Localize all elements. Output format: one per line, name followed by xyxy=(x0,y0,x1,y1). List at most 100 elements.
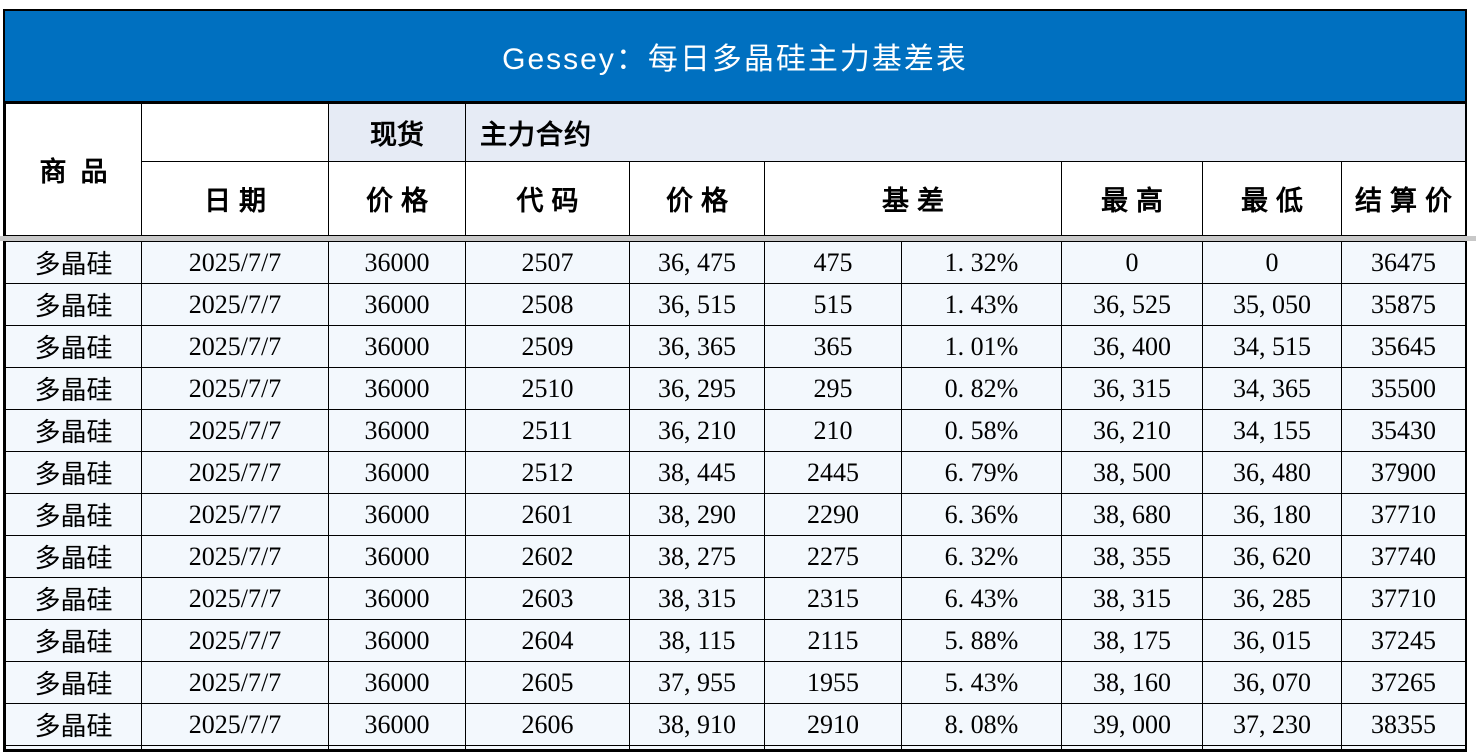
basis-value-cell[interactable]: 2445 xyxy=(764,451,902,494)
high-cell[interactable]: 38, 175 xyxy=(1061,619,1203,662)
low-cell[interactable]: 35, 050 xyxy=(1202,283,1342,326)
contract-code-cell[interactable]: 2606 xyxy=(465,703,630,746)
contract-code-cell[interactable]: 2511 xyxy=(465,409,630,452)
contract-price-cell[interactable]: 38, 315 xyxy=(629,577,765,620)
contract-code-cell[interactable]: 2603 xyxy=(465,577,630,620)
date-cell[interactable]: 2025/7/7 xyxy=(141,577,329,620)
basis-value-cell[interactable]: 2910 xyxy=(764,703,902,746)
high-cell[interactable]: 38, 315 xyxy=(1061,577,1203,620)
low-cell[interactable]: 36, 480 xyxy=(1202,451,1342,494)
date-cell[interactable]: 2025/7/7 xyxy=(141,283,329,326)
commodity-cell[interactable]: 多晶硅 xyxy=(5,241,142,284)
header-basis[interactable]: 基差 xyxy=(764,161,1062,236)
header-low[interactable]: 最低 xyxy=(1202,161,1342,236)
date-cell[interactable]: 2025/7/7 xyxy=(141,703,329,746)
commodity-cell[interactable]: 多晶硅 xyxy=(5,283,142,326)
commodity-cell[interactable]: 多晶硅 xyxy=(5,619,142,662)
spot-price-cell[interactable]: 36000 xyxy=(328,409,466,452)
low-cell[interactable]: 34, 365 xyxy=(1202,367,1342,410)
high-cell[interactable]: 38, 160 xyxy=(1061,661,1203,704)
commodity-cell[interactable]: 多晶硅 xyxy=(5,367,142,410)
contract-code-cell[interactable]: 2604 xyxy=(465,619,630,662)
spot-price-cell[interactable]: 36000 xyxy=(328,493,466,536)
spot-price-cell[interactable]: 36000 xyxy=(328,619,466,662)
contract-price-cell[interactable]: 38, 275 xyxy=(629,535,765,578)
basis-percent-cell[interactable]: 1. 43% xyxy=(901,283,1062,326)
header-commodity[interactable]: 商品 xyxy=(5,103,142,236)
basis-percent-cell[interactable]: 6. 32% xyxy=(901,535,1062,578)
spot-price-cell[interactable]: 36000 xyxy=(328,241,466,284)
low-cell[interactable]: 34, 155 xyxy=(1202,409,1342,452)
high-cell[interactable]: 38, 355 xyxy=(1061,535,1203,578)
spot-price-cell[interactable]: 36000 xyxy=(328,451,466,494)
basis-percent-cell[interactable]: 1. 01% xyxy=(901,325,1062,368)
contract-price-cell[interactable]: 36, 295 xyxy=(629,367,765,410)
basis-percent-cell[interactable]: 0. 82% xyxy=(901,367,1062,410)
commodity-cell[interactable]: 多晶硅 xyxy=(5,451,142,494)
date-cell[interactable]: 2025/7/7 xyxy=(141,409,329,452)
contract-price-cell[interactable]: 37, 955 xyxy=(629,661,765,704)
contract-price-cell[interactable]: 38, 290 xyxy=(629,493,765,536)
basis-percent-cell[interactable]: 0. 58% xyxy=(901,409,1062,452)
low-cell[interactable]: 34, 515 xyxy=(1202,325,1342,368)
basis-value-cell[interactable]: 2275 xyxy=(764,535,902,578)
high-cell[interactable]: 38, 680 xyxy=(1061,493,1203,536)
spot-price-cell[interactable]: 36000 xyxy=(328,283,466,326)
basis-value-cell[interactable]: 515 xyxy=(764,283,902,326)
contract-price-cell[interactable]: 38, 445 xyxy=(629,451,765,494)
low-cell[interactable]: 0 xyxy=(1202,241,1342,284)
basis-value-cell[interactable]: 2315 xyxy=(764,577,902,620)
basis-percent-cell[interactable]: 1. 32% xyxy=(901,241,1062,284)
date-cell[interactable]: 2025/7/7 xyxy=(141,241,329,284)
contract-price-cell[interactable]: 36, 210 xyxy=(629,409,765,452)
date-cell[interactable]: 2025/7/7 xyxy=(141,493,329,536)
header-main-contract-group[interactable]: 主力合约 xyxy=(464,103,1467,162)
commodity-cell[interactable]: 多晶硅 xyxy=(5,535,142,578)
commodity-cell[interactable]: 多晶硅 xyxy=(5,577,142,620)
basis-percent-cell[interactable]: 6. 79% xyxy=(901,451,1062,494)
basis-percent-cell[interactable]: 6. 36% xyxy=(901,493,1062,536)
low-cell[interactable]: 36, 015 xyxy=(1202,619,1342,662)
contract-code-cell[interactable]: 2508 xyxy=(465,283,630,326)
header-settlement[interactable]: 结算价 xyxy=(1340,161,1467,236)
high-cell[interactable]: 36, 400 xyxy=(1061,325,1203,368)
low-cell[interactable]: 37, 230 xyxy=(1202,703,1342,746)
contract-code-cell[interactable]: 2510 xyxy=(465,367,630,410)
basis-value-cell[interactable]: 475 xyxy=(764,241,902,284)
settlement-cell[interactable]: 35645 xyxy=(1341,325,1466,368)
settlement-cell[interactable]: 37245 xyxy=(1341,619,1466,662)
low-cell[interactable]: 36, 180 xyxy=(1202,493,1342,536)
spot-price-cell[interactable]: 36000 xyxy=(328,577,466,620)
commodity-cell[interactable]: 多晶硅 xyxy=(5,325,142,368)
basis-value-cell[interactable]: 210 xyxy=(764,409,902,452)
settlement-cell[interactable]: 35500 xyxy=(1341,367,1466,410)
contract-code-cell[interactable]: 2509 xyxy=(465,325,630,368)
contract-code-cell[interactable]: 2512 xyxy=(465,451,630,494)
settlement-cell[interactable]: 36475 xyxy=(1341,241,1466,284)
basis-percent-cell[interactable]: 8. 08% xyxy=(901,703,1062,746)
header-blank-cell[interactable] xyxy=(141,103,329,162)
spot-price-cell[interactable]: 36000 xyxy=(328,661,466,704)
commodity-cell[interactable]: 多晶硅 xyxy=(5,661,142,704)
settlement-cell[interactable]: 35875 xyxy=(1341,283,1466,326)
settlement-cell[interactable]: 35430 xyxy=(1341,409,1466,452)
high-cell[interactable]: 0 xyxy=(1061,241,1203,284)
settlement-cell[interactable]: 37900 xyxy=(1341,451,1466,494)
header-code[interactable]: 代码 xyxy=(465,161,630,236)
contract-price-cell[interactable]: 36, 475 xyxy=(629,241,765,284)
commodity-cell[interactable]: 多晶硅 xyxy=(5,409,142,452)
date-cell[interactable]: 2025/7/7 xyxy=(141,325,329,368)
contract-price-cell[interactable]: 36, 515 xyxy=(629,283,765,326)
basis-value-cell[interactable]: 2290 xyxy=(764,493,902,536)
basis-percent-cell[interactable]: 6. 43% xyxy=(901,577,1062,620)
contract-code-cell[interactable]: 2605 xyxy=(465,661,630,704)
settlement-cell[interactable]: 38355 xyxy=(1341,703,1466,746)
basis-value-cell[interactable]: 2115 xyxy=(764,619,902,662)
basis-percent-cell[interactable]: 5. 43% xyxy=(901,661,1062,704)
high-cell[interactable]: 36, 315 xyxy=(1061,367,1203,410)
settlement-cell[interactable]: 37710 xyxy=(1341,577,1466,620)
contract-price-cell[interactable]: 36, 365 xyxy=(629,325,765,368)
spot-price-cell[interactable]: 36000 xyxy=(328,367,466,410)
header-high[interactable]: 最高 xyxy=(1061,161,1203,236)
commodity-cell[interactable]: 多晶硅 xyxy=(5,703,142,746)
